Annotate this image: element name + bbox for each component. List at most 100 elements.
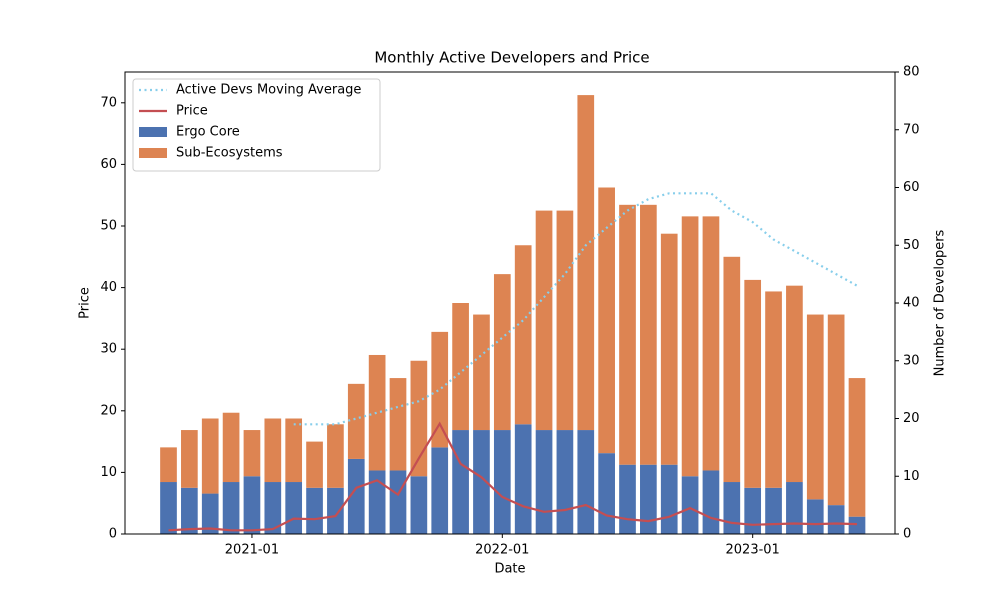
bar	[577, 95, 595, 431]
y-tick-label: 10	[100, 465, 117, 480]
bar	[535, 210, 553, 431]
bar	[181, 487, 198, 534]
legend-label: Active Devs Moving Average	[176, 83, 361, 98]
bar	[598, 453, 615, 534]
y-tick-label: 70	[100, 95, 117, 110]
line-series	[168, 421, 858, 532]
legend-box	[132, 78, 381, 172]
x-axis-label: Date	[494, 562, 525, 577]
y2-tick-label: 40	[903, 296, 920, 311]
bar	[285, 418, 303, 483]
bar	[201, 493, 219, 534]
bar	[827, 505, 845, 534]
bar	[473, 430, 490, 534]
bar	[389, 378, 407, 471]
y-tick-label: 40	[100, 280, 117, 295]
bar	[702, 216, 720, 471]
bar	[744, 279, 762, 488]
bar	[848, 378, 866, 517]
bar	[640, 464, 657, 534]
bar	[306, 487, 323, 534]
bar	[431, 447, 449, 534]
bar	[702, 470, 720, 534]
bar	[493, 430, 511, 534]
x-tick-label: 2021-01	[225, 543, 279, 558]
bar	[264, 482, 282, 534]
bar	[222, 412, 240, 483]
bar	[514, 245, 532, 425]
bar	[201, 418, 219, 494]
x-tick-label: 2022-01	[475, 543, 529, 558]
bar	[806, 314, 824, 500]
bar	[264, 418, 282, 483]
y2-tick-label: 70	[903, 122, 920, 137]
bar	[181, 430, 198, 488]
bar	[765, 291, 782, 488]
bar	[619, 204, 636, 465]
legend-swatch	[139, 127, 167, 137]
bar	[514, 424, 532, 534]
bar	[723, 256, 741, 483]
bar	[389, 470, 407, 534]
legend: Active Devs Moving Average Price Ergo Core…	[132, 78, 381, 172]
bar	[723, 482, 741, 534]
chart-title: Monthly Active Developers and Price	[374, 49, 649, 67]
y-axis-label: Price	[78, 287, 93, 319]
bar	[681, 216, 699, 477]
y2-tick-label: 0	[903, 527, 911, 542]
legend-label: Sub-Ecosystems	[176, 146, 283, 161]
bar	[368, 354, 386, 471]
bar	[452, 303, 469, 431]
bar	[243, 476, 261, 534]
bar	[327, 487, 344, 534]
bar	[577, 430, 595, 534]
y-tick-label: 0	[109, 527, 117, 542]
x-tick-label: 2023-01	[726, 543, 780, 558]
bar	[786, 482, 803, 534]
bar	[243, 430, 261, 477]
bar	[660, 233, 678, 465]
y-tick-label: 30	[100, 342, 117, 357]
legend-label: Ergo Core	[176, 125, 240, 140]
bar	[556, 210, 574, 431]
bar	[806, 499, 824, 534]
bar	[410, 360, 428, 477]
bar	[827, 314, 845, 506]
legend-swatch	[139, 148, 167, 158]
bar	[160, 482, 177, 534]
bar	[598, 187, 615, 454]
bar	[452, 430, 469, 534]
bar	[765, 487, 782, 534]
y2-tick-label: 50	[903, 238, 920, 253]
y2-tick-label: 80	[903, 65, 920, 80]
y2-axis-label: Number of Developers	[933, 229, 948, 376]
bar	[681, 476, 699, 534]
bar	[786, 285, 803, 483]
y2-tick-label: 10	[903, 469, 920, 484]
bar	[473, 314, 490, 431]
bar	[848, 516, 866, 534]
bar	[410, 476, 428, 534]
bar	[285, 482, 303, 534]
bar	[493, 274, 511, 431]
bar	[431, 331, 449, 448]
bar	[347, 383, 365, 459]
bar	[222, 482, 240, 534]
bar	[306, 441, 323, 488]
y-tick-label: 60	[100, 157, 117, 172]
bar	[327, 424, 344, 488]
y-tick-label: 50	[100, 219, 117, 234]
y2-tick-label: 30	[903, 353, 920, 368]
bar	[640, 204, 657, 465]
legend-label: Price	[176, 104, 208, 119]
y-tick-label: 20	[100, 403, 117, 418]
y2-tick-label: 60	[903, 180, 920, 195]
bar	[619, 464, 636, 534]
bar	[160, 447, 177, 483]
y2-tick-label: 20	[903, 411, 920, 426]
bar	[660, 464, 678, 534]
bar	[556, 430, 574, 534]
bar	[744, 487, 762, 534]
bar	[347, 458, 365, 534]
